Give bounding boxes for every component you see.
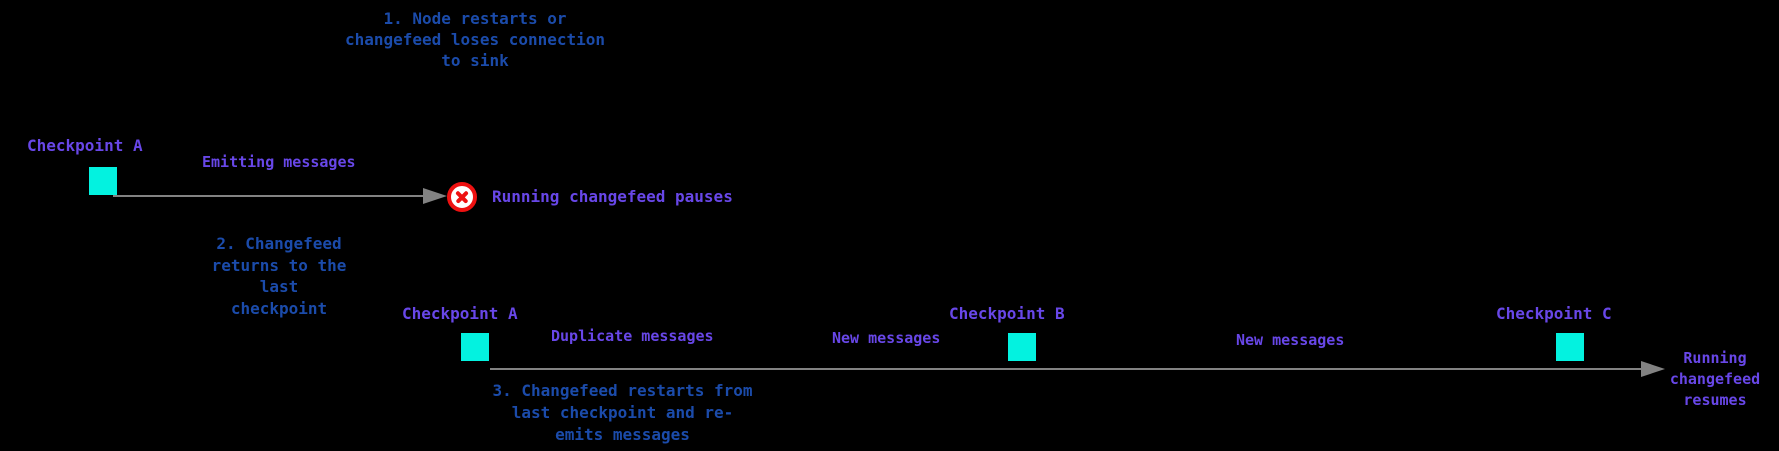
timeline-arrow-bottom [490,368,1641,370]
timeline-arrow-top [113,195,423,197]
note-line: to sink [441,51,509,70]
note-line: 1. Node restarts or [383,9,567,28]
new-messages-label-1: New messages [832,329,941,347]
note-line: changefeed loses connection [344,30,606,49]
resume-line: resumes [1683,391,1747,409]
resume-label: Running changefeed resumes [1658,348,1772,411]
new-messages-label-2: New messages [1236,331,1345,349]
note-step1: 1. Node restarts or changefeed loses con… [280,8,670,71]
checkpoint-a-label-bottom: Checkpoint A [402,304,518,323]
resume-line: changefeed [1669,370,1761,388]
checkpoint-b-label: Checkpoint B [949,304,1065,323]
note-step3: 3. Changefeed restarts from last checkpo… [450,380,795,446]
pause-label: Running changefeed pauses [492,187,733,206]
checkpoint-c-label: Checkpoint C [1496,304,1612,323]
checkpoint-a-label-top: Checkpoint A [27,136,143,155]
checkpoint-c-marker [1556,333,1584,361]
checkpoint-a-marker-bottom [461,333,489,361]
note-line: returns to the [211,255,347,275]
note-line: last checkpoint and re- [511,403,734,422]
circle-x-icon [447,182,477,212]
note-line: emits messages [555,425,690,444]
arrowhead-icon [423,188,447,204]
resume-line: Running [1683,349,1747,367]
arrowhead-icon [1641,361,1665,377]
note-line: checkpoint [230,298,328,318]
duplicate-messages-label: Duplicate messages [551,327,714,345]
emitting-messages-label: Emitting messages [202,153,356,171]
note-line: 2. Changefeed [216,234,342,253]
checkpoint-a-marker-top [89,167,117,195]
note-line: last [259,277,299,296]
checkpoint-b-marker [1008,333,1036,361]
note-step2: 2. Changefeed returns to the last checkp… [179,233,379,319]
note-line: 3. Changefeed restarts from [492,381,753,400]
